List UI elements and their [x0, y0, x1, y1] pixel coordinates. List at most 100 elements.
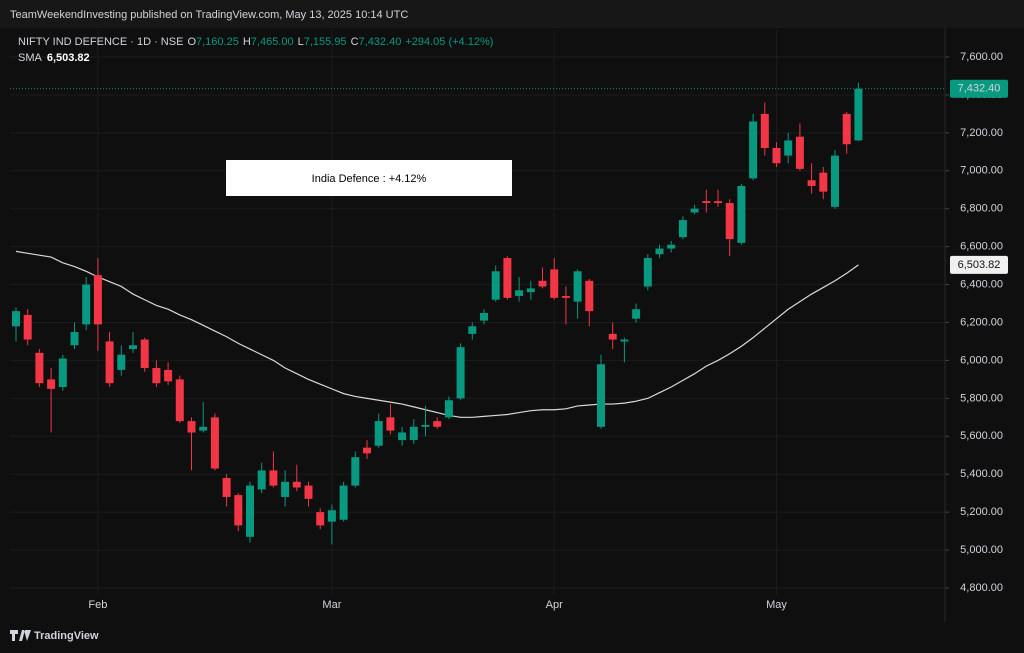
watermark: TradingView	[34, 630, 99, 642]
candle-body	[386, 417, 395, 431]
price-label: 7,432.40	[958, 83, 1001, 95]
y-tick-label: 7,600.00	[960, 51, 1003, 63]
y-tick-label: 6,600.00	[960, 241, 1003, 253]
candle-body	[573, 271, 582, 302]
candle-body	[515, 290, 524, 296]
candle-body	[70, 331, 79, 346]
candle-body	[58, 358, 67, 387]
candle-body	[234, 495, 243, 526]
x-tick-label: Apr	[546, 599, 563, 611]
plot: 4,800.00 5,000.00 5,200.00 5,400.00 5,600.00…	[10, 28, 1008, 622]
candle-body	[678, 220, 687, 238]
candle-body	[807, 180, 816, 186]
candle-body	[842, 113, 851, 145]
candle-body	[269, 470, 278, 486]
value: 7,465.00	[251, 36, 294, 48]
candle-body	[433, 421, 442, 427]
annotation: India Defence : +4.12%	[312, 173, 427, 185]
candle-body	[795, 136, 804, 169]
candle-body	[503, 258, 512, 298]
sma-label: 6,503.82	[958, 259, 1001, 271]
candle-body	[491, 271, 500, 300]
annotation-box	[226, 160, 512, 196]
y-tick-label: 4,800.00	[960, 582, 1003, 594]
logo	[10, 630, 31, 641]
y-tick-label: 5,400.00	[960, 468, 1003, 480]
sma-legend: SMA 6,503.82	[18, 52, 90, 64]
candle-body	[749, 121, 758, 179]
candle-body	[597, 364, 605, 427]
sma-label-bg	[950, 255, 1008, 274]
candle-body	[246, 485, 254, 537]
candle-body	[47, 379, 56, 389]
candle-body	[737, 185, 746, 243]
candle-body	[854, 88, 863, 141]
candle-body	[632, 309, 641, 319]
candle-body	[175, 379, 184, 422]
candle-body	[12, 311, 20, 327]
candle-body	[304, 485, 313, 499]
x-tick-label: Mar	[322, 599, 341, 611]
candle-body	[819, 172, 828, 192]
y-tick-label: 7,200.00	[960, 127, 1003, 139]
header-bar	[0, 0, 1024, 28]
y-tick-label: 5,200.00	[960, 506, 1003, 518]
value: 7,160.25	[196, 36, 239, 48]
price-label-bg	[950, 79, 1008, 98]
candle-body	[327, 510, 336, 522]
y-tick-label: 5,800.00	[960, 392, 1003, 404]
candle-body	[561, 295, 570, 298]
candle-body	[199, 426, 208, 431]
candle-body	[35, 352, 44, 384]
y-tick-label: 6,800.00	[960, 203, 1003, 215]
candle-body	[105, 341, 114, 384]
candle-body	[257, 470, 266, 490]
candle-body	[152, 368, 161, 384]
candle-body	[93, 275, 102, 325]
y-tick-label: 7,000.00	[960, 165, 1003, 177]
candle-body	[456, 347, 465, 399]
candle-body	[421, 424, 430, 427]
candle-body	[714, 201, 722, 204]
y-tick-label: 6,400.00	[960, 278, 1003, 290]
y-tick-label: 5,600.00	[960, 430, 1003, 442]
candle-body	[444, 400, 453, 418]
candle-body	[210, 417, 219, 469]
candle-body	[140, 339, 149, 369]
candle-body	[538, 280, 547, 287]
candle-body	[667, 244, 676, 249]
candle-body	[784, 140, 793, 156]
candle-body	[468, 326, 477, 334]
candle-body	[129, 345, 137, 350]
candle-body	[23, 314, 32, 340]
candle-body	[82, 284, 91, 325]
candle-body	[363, 447, 371, 454]
y-tick-label: 5,000.00	[960, 544, 1003, 556]
x-tick-label: May	[766, 599, 787, 611]
candle-body	[187, 421, 196, 433]
candle-body	[164, 369, 173, 382]
candle-body	[608, 333, 617, 340]
candle-body	[374, 421, 383, 446]
sma-line	[15, 250, 859, 418]
candle-body	[725, 203, 734, 240]
candle-body	[585, 280, 594, 312]
candle-body	[643, 258, 652, 287]
candle-body	[620, 339, 629, 342]
value: 7,155.95	[304, 36, 347, 48]
label: O	[187, 36, 196, 48]
value: 6,503.82	[47, 52, 90, 64]
candle-body	[351, 457, 360, 486]
x-tick-label: Feb	[88, 599, 107, 611]
label: SMA	[18, 52, 43, 64]
candle-body	[655, 248, 664, 255]
candle-body	[222, 478, 231, 497]
ohlc-legend: NIFTY IND DEFENCE · 1D · NSE O7,160.25 H7,…	[18, 36, 493, 48]
candle-body	[316, 512, 325, 526]
candle-body	[760, 113, 769, 149]
candle-body	[281, 481, 290, 497]
candle-body	[831, 155, 839, 207]
candle-body	[409, 426, 418, 441]
candle-body	[398, 432, 407, 441]
